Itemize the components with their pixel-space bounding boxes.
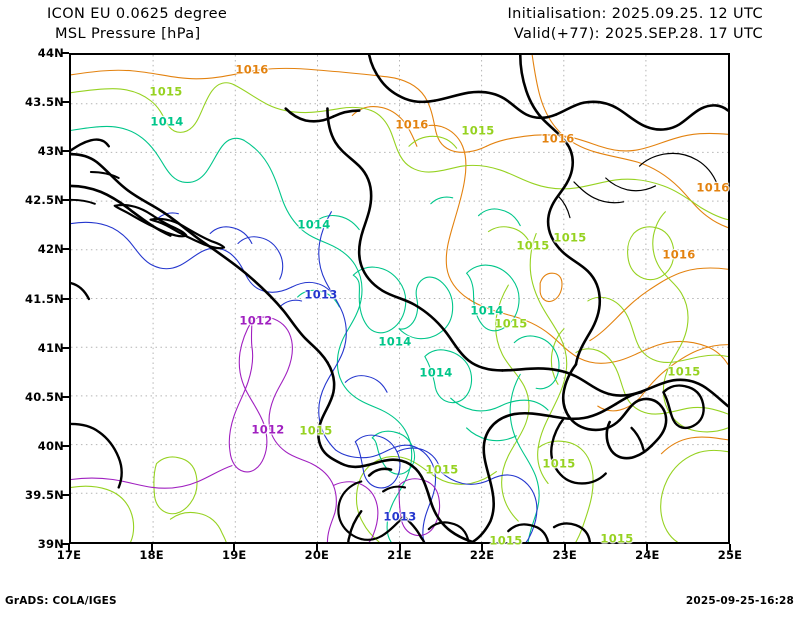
x-tick-mark — [398, 544, 401, 551]
x-tick-label: 25E — [717, 548, 743, 562]
y-tick-label: 43.5N — [25, 95, 64, 110]
x-tick-label: 22E — [469, 548, 495, 562]
x-tick-label: 20E — [304, 548, 330, 562]
y-tick-label: 42N — [37, 242, 64, 257]
y-tick-label: 40N — [37, 438, 64, 453]
y-tick-label: 40.5N — [25, 389, 64, 404]
x-tick-mark — [233, 544, 236, 551]
x-tick-label: 23E — [552, 548, 577, 562]
map-plot-area — [69, 53, 730, 544]
y-tick-mark — [62, 395, 69, 398]
x-tick-mark — [563, 544, 566, 551]
y-tick-mark — [62, 101, 69, 104]
coastline-and-borders — [71, 55, 728, 542]
x-tick-label: 24E — [635, 548, 660, 562]
y-tick-label: 44N — [37, 46, 64, 60]
y-tick-mark — [62, 248, 69, 251]
y-tick-mark — [62, 493, 69, 496]
x-tick-mark — [481, 544, 484, 551]
y-tick-mark — [62, 444, 69, 447]
x-tick-label: 19E — [222, 548, 247, 562]
y-tick-mark — [62, 150, 69, 153]
y-tick-mark — [62, 199, 69, 202]
contour-map-svg — [71, 55, 728, 542]
x-tick-mark — [646, 544, 649, 551]
contour-1014 — [71, 125, 560, 542]
field-title: MSL Pressure [hPa] — [55, 26, 201, 42]
y-tick-label: 39N — [37, 537, 64, 551]
contour-1016 — [71, 55, 728, 455]
x-tick-mark — [150, 544, 153, 551]
y-tick-label: 39.5N — [25, 487, 64, 502]
y-tick-mark — [62, 52, 69, 54]
valid-time: Valid(+77): 2025.SEP.28. 17 UTC — [513, 26, 763, 42]
y-tick-label: 42.5N — [25, 193, 64, 208]
y-tick-label: 43N — [37, 144, 64, 159]
x-tick-mark — [315, 544, 318, 551]
y-tick-label: 41.5N — [25, 291, 64, 306]
x-tick-mark — [729, 544, 731, 551]
y-tick-mark — [62, 297, 69, 300]
model-title: ICON EU 0.0625 degree — [47, 6, 228, 22]
contour-1012 — [71, 316, 441, 542]
x-tick-mark — [68, 544, 70, 551]
x-tick-label: 17E — [56, 548, 82, 562]
x-tick-label: 21E — [387, 548, 412, 562]
contour-1015 — [71, 82, 728, 542]
x-tick-label: 18E — [139, 548, 164, 562]
footer-attribution: GrADS: COLA/IGES — [5, 595, 117, 607]
y-tick-mark — [62, 346, 69, 349]
y-tick-label: 41N — [37, 340, 64, 355]
initialisation-time: Initialisation: 2025.09.25. 12 UTC — [507, 6, 763, 22]
contour-1013 — [71, 211, 538, 542]
footer-timestamp: 2025-09-25-16:28 — [685, 595, 794, 607]
y-tick-mark — [62, 543, 69, 545]
